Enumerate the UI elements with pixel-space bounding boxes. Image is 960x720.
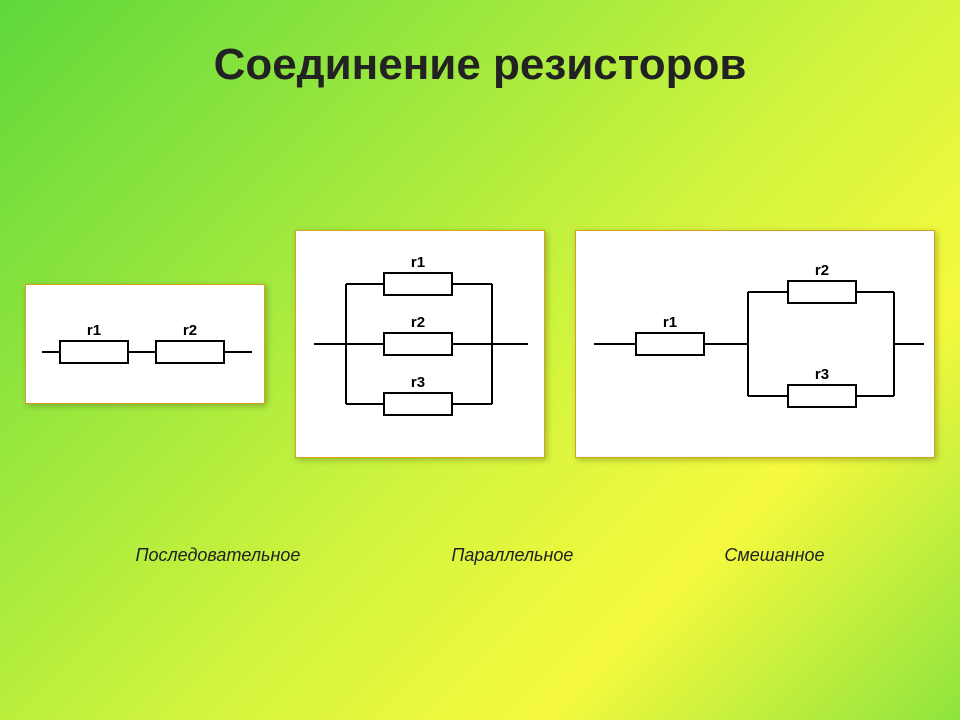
- svg-text:r2: r2: [815, 262, 829, 279]
- series-circuit: r1 r2: [26, 284, 264, 404]
- svg-text:r1: r1: [411, 254, 425, 271]
- svg-text:r3: r3: [815, 366, 829, 383]
- panel-series: r1 r2: [25, 284, 265, 404]
- diagram-row: r1 r2 r1 r2 r3 r1 r2 r3: [0, 230, 960, 458]
- caption-row: Последовательное Параллельное Смешанное: [0, 545, 960, 566]
- mixed-circuit: r1 r2 r3: [576, 230, 934, 458]
- svg-text:r2: r2: [183, 322, 197, 339]
- svg-text:r1: r1: [87, 322, 101, 339]
- svg-text:r1: r1: [663, 314, 677, 331]
- svg-text:r2: r2: [411, 314, 425, 331]
- parallel-circuit: r1 r2 r3: [296, 230, 544, 458]
- caption-mixed: Смешанное: [724, 545, 824, 566]
- caption-parallel: Параллельное: [451, 545, 573, 566]
- svg-text:r3: r3: [411, 374, 425, 391]
- panel-parallel: r1 r2 r3: [295, 230, 545, 458]
- caption-series: Последовательное: [135, 545, 300, 566]
- panel-mixed: r1 r2 r3: [575, 230, 935, 458]
- page-title: Соединение резисторов: [0, 40, 960, 90]
